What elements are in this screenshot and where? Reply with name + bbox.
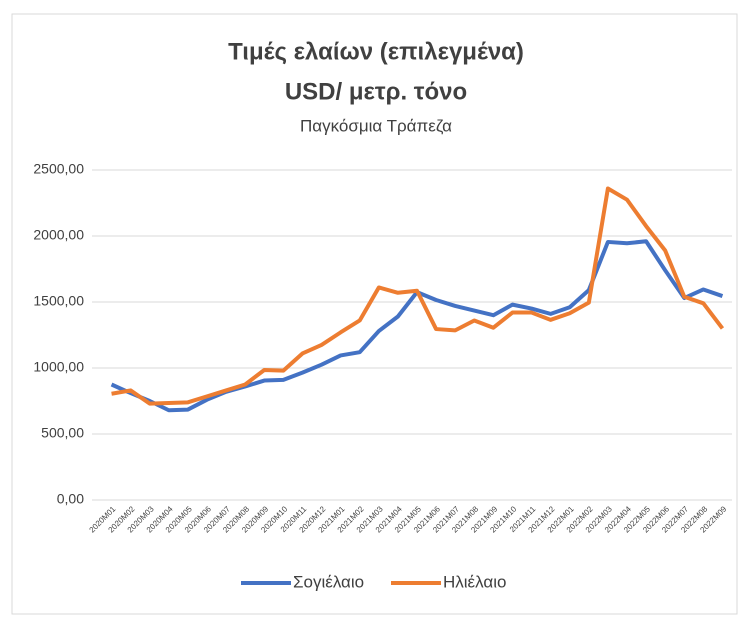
y-tick-label: 1500,00 (33, 293, 84, 309)
y-tick-label: 1000,00 (33, 359, 84, 375)
y-tick-label: 500,00 (41, 425, 84, 441)
chart-subtitle: Παγκόσμια Τράπεζα (300, 116, 452, 135)
chart-title: Τιμές ελαίων (επιλεγμένα) (228, 38, 524, 65)
series-line (111, 186, 725, 406)
chart-title: USD/ μετρ. τόνο (285, 78, 467, 105)
y-tick-label: 0,00 (57, 491, 84, 507)
y-tick-label: 2000,00 (33, 227, 84, 243)
chart-border (11, 13, 738, 615)
y-tick-label: 2500,00 (33, 161, 84, 177)
legend-label: Ηλιέλαιο (443, 572, 506, 591)
legend-label: Σογιέλαιο (293, 572, 364, 591)
